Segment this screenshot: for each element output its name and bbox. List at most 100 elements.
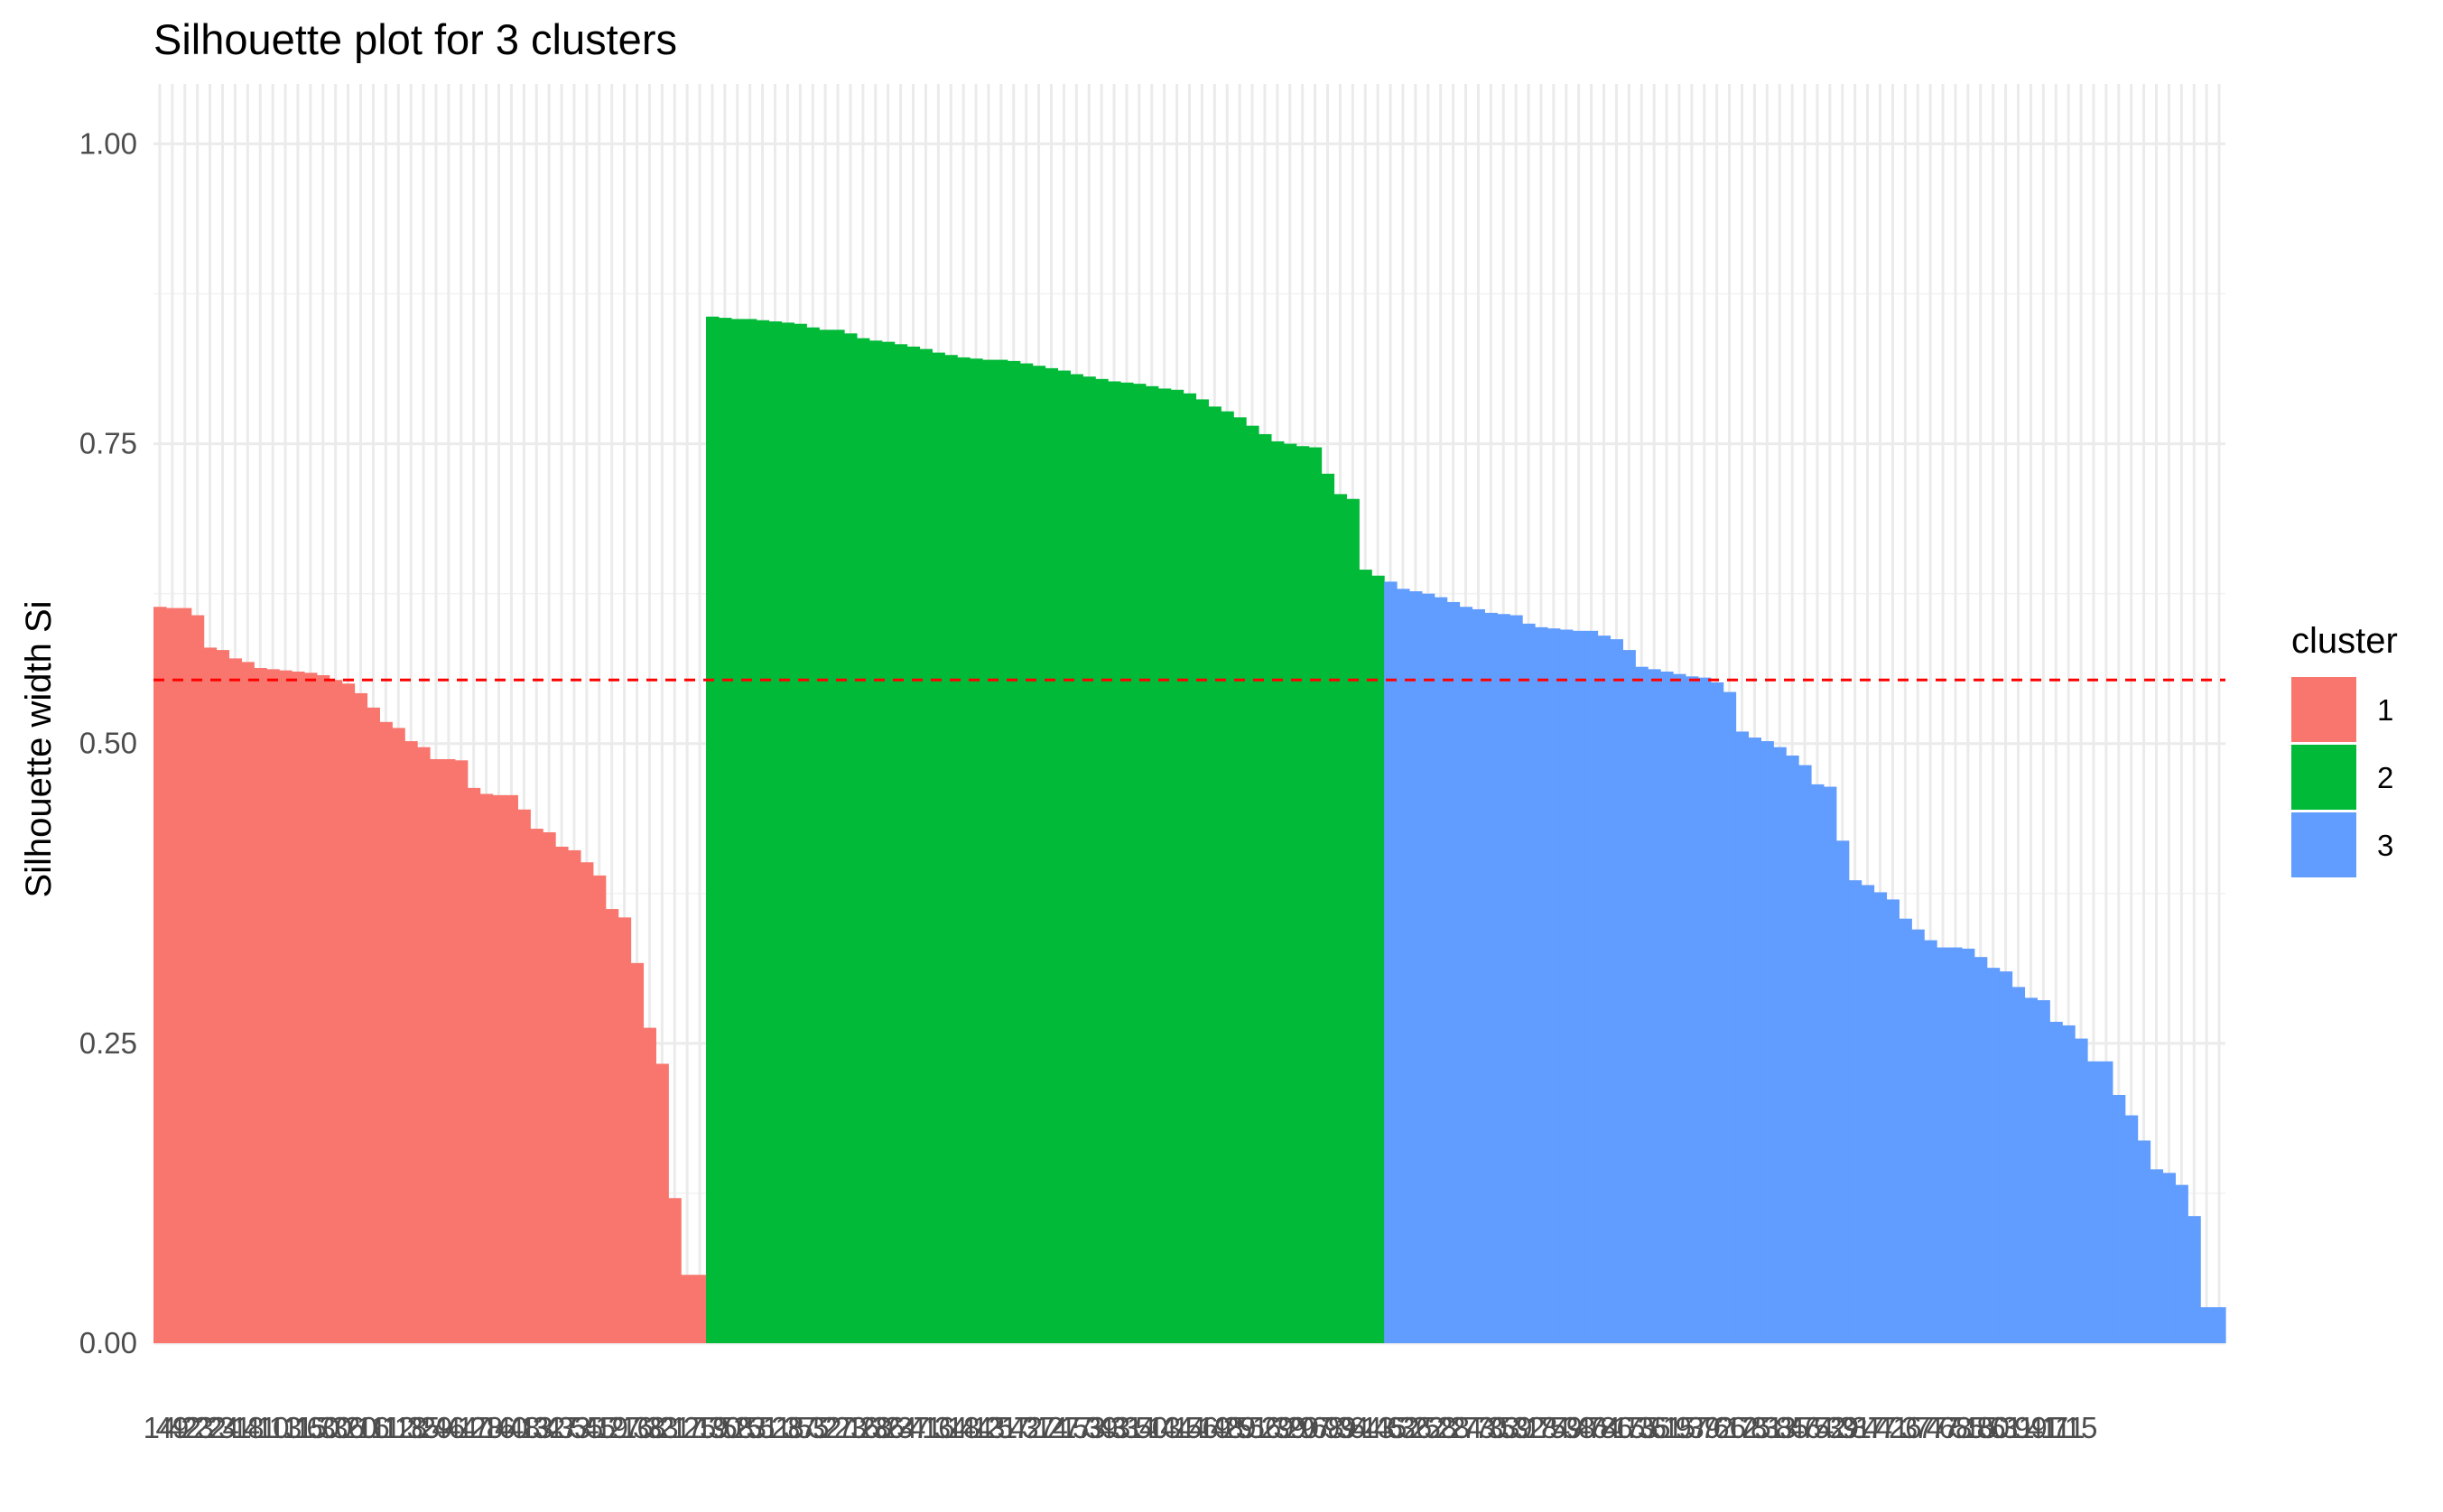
bar	[668, 1198, 682, 1343]
x-tick-label: 51	[758, 1411, 792, 1444]
x-tick-label: 16	[357, 1411, 390, 1444]
bar	[1723, 691, 1737, 1343]
x-tick-label: 74	[1537, 1411, 1571, 1444]
bar	[806, 327, 820, 1344]
bar	[630, 962, 645, 1343]
legend-title: cluster	[2291, 621, 2398, 661]
bar	[994, 359, 1008, 1344]
bar	[944, 355, 958, 1344]
bar	[190, 615, 205, 1343]
x-tick-label: 14	[1173, 1411, 1206, 1444]
x-tick-label: 51	[746, 1411, 779, 1444]
x-tick-label: 47	[1927, 1411, 1960, 1444]
bar	[2024, 997, 2038, 1343]
x-tick-label: 36	[331, 1411, 365, 1444]
x-tick-label: 30	[709, 1411, 742, 1444]
bar	[1735, 731, 1750, 1343]
bar	[1773, 747, 1787, 1343]
bar	[1195, 399, 1209, 1343]
x-tick-label: 32	[809, 1411, 842, 1444]
x-tick-label: 39	[1273, 1411, 1306, 1444]
x-tick-label: 31	[2002, 1411, 2035, 1444]
bar	[592, 875, 607, 1343]
x-tick-label: 29	[1223, 1411, 1257, 1444]
bar	[1572, 630, 1586, 1343]
bar	[1559, 629, 1574, 1343]
x-tick-label: 49	[156, 1411, 190, 1444]
bar	[241, 662, 255, 1343]
x-tick-label: 97	[1676, 1411, 1709, 1444]
bar	[2150, 1169, 2164, 1343]
x-tick-label: 39	[1825, 1411, 1859, 1444]
bar	[756, 320, 770, 1344]
x-tick-label: 60	[306, 1411, 339, 1444]
bar	[718, 318, 732, 1344]
bar	[1886, 899, 1900, 1343]
x-tick-label: 11	[370, 1411, 401, 1444]
bar	[1045, 367, 1059, 1343]
bar	[1660, 672, 1674, 1343]
bar	[1183, 393, 1197, 1343]
bar	[906, 346, 921, 1343]
x-tick-label: 38	[633, 1411, 666, 1444]
x-tick-label: 12	[1725, 1411, 1759, 1444]
x-tick-label: 99	[2014, 1411, 2048, 1444]
bar	[1597, 635, 1612, 1343]
x-tick-label: 56	[1249, 1411, 1282, 1444]
bar	[768, 321, 783, 1343]
bar	[1208, 406, 1222, 1343]
legend-swatch	[2291, 677, 2356, 742]
bar	[1786, 756, 1799, 1343]
bar	[1095, 378, 1109, 1343]
x-tick-label: 41	[909, 1411, 943, 1444]
bar	[869, 340, 883, 1343]
bar	[1484, 612, 1498, 1343]
bar	[1823, 786, 1837, 1343]
x-tick-label: 75	[1625, 1411, 1658, 1444]
bar	[1057, 370, 1071, 1343]
bars	[153, 316, 2226, 1344]
x-tick-label: 31	[1110, 1411, 1144, 1444]
bar	[404, 741, 418, 1343]
x-tick-label: 61	[1989, 1411, 2022, 1444]
bar	[932, 352, 945, 1344]
bar	[178, 608, 192, 1343]
x-tick-label: 15	[1964, 1411, 1997, 1444]
x-tick-label: 32	[533, 1411, 566, 1444]
bar	[441, 758, 456, 1343]
x-tick-label: 33	[646, 1411, 679, 1444]
x-tick-label: 28	[1436, 1411, 1470, 1444]
x-tick-label: 20	[1286, 1411, 1319, 1444]
bar	[819, 329, 832, 1343]
bar	[831, 329, 845, 1343]
bar	[1509, 615, 1523, 1343]
bar	[2175, 1184, 2188, 1343]
bar	[1032, 366, 1046, 1343]
legend-label: 3	[2377, 829, 2393, 862]
x-tick-label: 17	[1060, 1411, 1093, 1444]
x-tick-label: 35	[407, 1411, 441, 1444]
x-tick-label: 19	[696, 1411, 729, 1444]
bar	[894, 344, 908, 1343]
x-tick-label: 29	[420, 1411, 453, 1444]
bar	[1384, 581, 1398, 1343]
x-tick-label: 75	[1738, 1411, 1771, 1444]
x-tick-label: 28	[771, 1411, 804, 1444]
bar	[254, 668, 267, 1343]
bar	[303, 673, 318, 1343]
x-tick-label: 68	[1311, 1411, 1344, 1444]
bar	[781, 322, 794, 1343]
x-tick-label: 22	[1411, 1411, 1444, 1444]
x-tick-label: 52	[1814, 1411, 1847, 1444]
bar	[430, 758, 443, 1343]
bar	[1421, 593, 1435, 1343]
x-tick-label: 85	[1776, 1411, 1809, 1444]
bar	[1221, 411, 1234, 1344]
bar	[165, 608, 180, 1343]
y-tick-label: 0.50	[79, 727, 137, 760]
bar	[618, 917, 632, 1343]
x-tick-label: 97	[1298, 1411, 1332, 1444]
x-tick-label: 80	[1976, 1411, 2010, 1444]
bar	[379, 721, 393, 1343]
